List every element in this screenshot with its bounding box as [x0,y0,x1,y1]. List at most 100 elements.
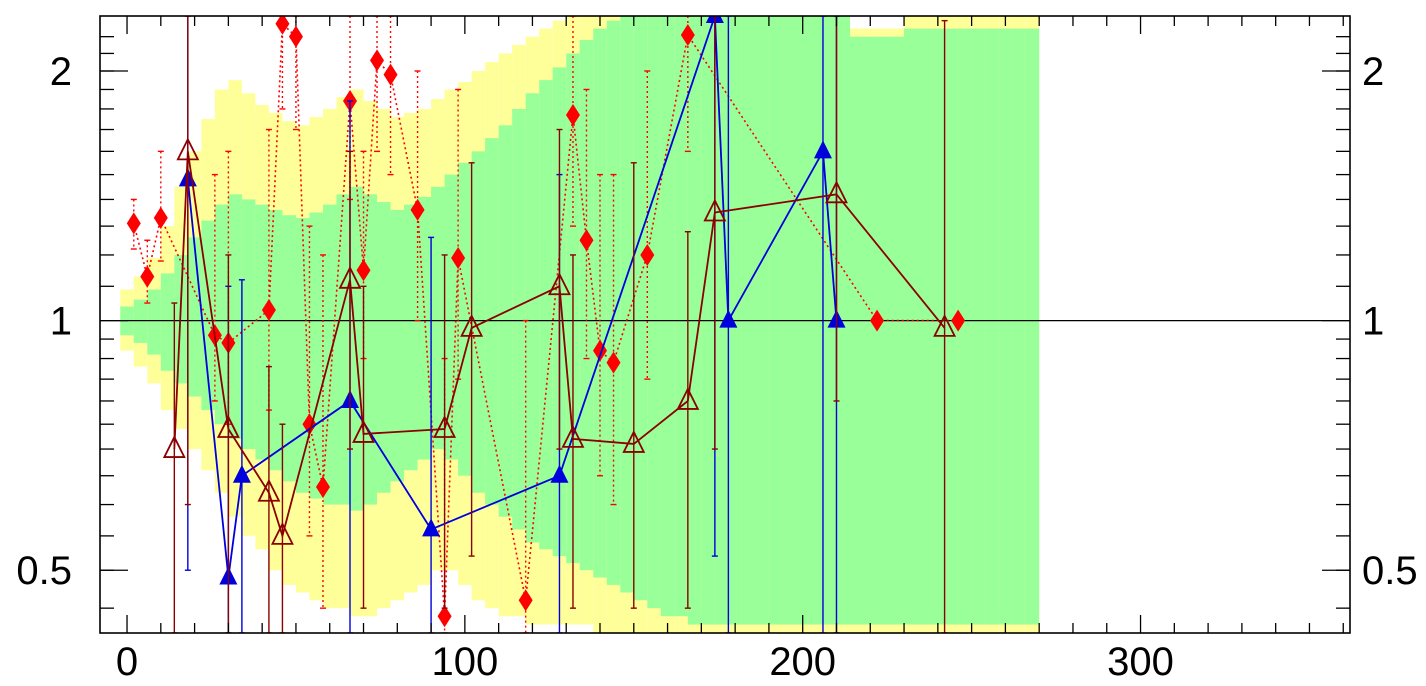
band-inner-bin [647,16,661,609]
band-inner-bin [931,28,945,625]
plot-frame [99,15,1351,634]
data-point-diamond [680,24,695,47]
band-inner-bin [890,36,905,625]
data-point-diamond [437,605,452,628]
band-inner-bin [958,28,972,625]
band-inner-bin [512,108,526,530]
data-point-diamond [126,212,141,235]
band-inner-bin [620,16,634,593]
band-inner-bin [1012,28,1026,625]
x-tick-label: 100 [431,640,498,681]
data-point-diamond [288,25,303,48]
data-point-diamond [451,246,466,269]
band-inner-bin [268,209,283,471]
band-inner-bin [525,93,540,543]
y-tick-label-left: 1 [50,300,72,344]
series-line [186,16,838,578]
series-diamond [126,16,966,633]
band-inner-bin [944,28,959,625]
band-inner-bin [214,204,229,425]
x-tick-label: 300 [1107,640,1174,681]
band-inner-bin [539,80,553,550]
band-inner-bin [147,289,161,355]
band-inner-bin [674,16,688,617]
band-inner-bin [160,273,175,371]
band-inner-bin [485,138,499,505]
data-point-triangle-filled [550,464,569,483]
data-point-diamond [261,298,276,321]
data-point-diamond [640,243,655,266]
band-inner-bin [904,28,918,625]
band-inner-bin [985,28,999,625]
band-inner-bin [404,204,418,471]
data-point-diamond [951,309,966,332]
band-inner-bin [187,237,202,397]
band-inner-bin [877,36,891,625]
data-point-triangle-open [433,415,457,438]
band-inner-bin [633,16,648,601]
series-triangle-open [162,16,957,633]
data-point-triangle-open [257,478,281,502]
band-inner-bin [255,204,269,460]
x-tick-label: 0 [116,640,138,681]
data-point-diamond [153,206,168,229]
band-layer [120,16,1040,633]
band-inner-bin [390,209,405,482]
data-point-triangle-filled [232,464,251,483]
axis-ticks [100,16,1350,633]
data-point-diamond [870,309,885,332]
series-line [133,22,959,617]
data-point-triangle-filled [719,309,738,328]
data-point-triangle-open [338,265,362,289]
data-point-triangle-open [676,386,700,410]
plot-border [99,15,1351,634]
data-point-diamond [518,589,533,612]
data-point-diamond [315,475,330,498]
data-point-diamond [565,103,580,126]
band-inner-bin [458,162,472,476]
band-inner-bin [850,36,864,625]
data-point-diamond [370,49,385,72]
band-inner-bin [660,16,675,617]
band-inner-bin [228,194,242,439]
band-inner-bin [377,202,391,493]
band-inner-bin [241,199,256,450]
data-point-triangle-open [561,424,585,448]
band-inner-bin [863,36,878,625]
data-point-diamond [140,265,155,288]
band-inner-bin [282,215,296,482]
band-inner-bin [471,151,486,493]
band-inner-bin [593,28,607,578]
data-point-triangle-open [825,180,848,204]
data-point-triangle-open [703,198,727,222]
band-inner-bin [998,28,1013,625]
data-point-triangle-filled [813,140,832,159]
band-inner-bin [917,28,932,625]
y-tick-label-right: 1 [1362,300,1384,344]
y-tick-label-left: 2 [50,50,72,94]
axis-tick-labels: 0 100 200 300 0.5 0.5 1 1 2 2 [16,50,1418,684]
data-point-diamond [383,63,398,86]
data-point-diamond [606,351,621,374]
data-point-triangle-open [622,429,646,453]
data-point-triangle-open [548,272,571,296]
data-point-diamond [410,198,425,221]
y-tick-label-right: 0.5 [1362,549,1418,593]
series-line [173,151,946,540]
data-point-triangle-open [352,419,375,443]
band-inner-bin [336,194,350,505]
data-point-triangle-open [270,521,294,545]
data-point-diamond [579,229,594,252]
data-point-triangle-filled [422,518,441,537]
band-inner-bin [431,186,445,450]
data-point-triangle-open [933,313,957,337]
y-tick-label-right: 2 [1362,50,1384,94]
band-inner-bin [133,299,148,343]
y-tick-label-left: 0.5 [16,549,72,593]
data-point-triangle-open [162,435,186,458]
data-point-triangle-open [216,415,240,438]
x-tick-label: 200 [769,640,836,681]
data-point-triangle-open [176,137,200,161]
